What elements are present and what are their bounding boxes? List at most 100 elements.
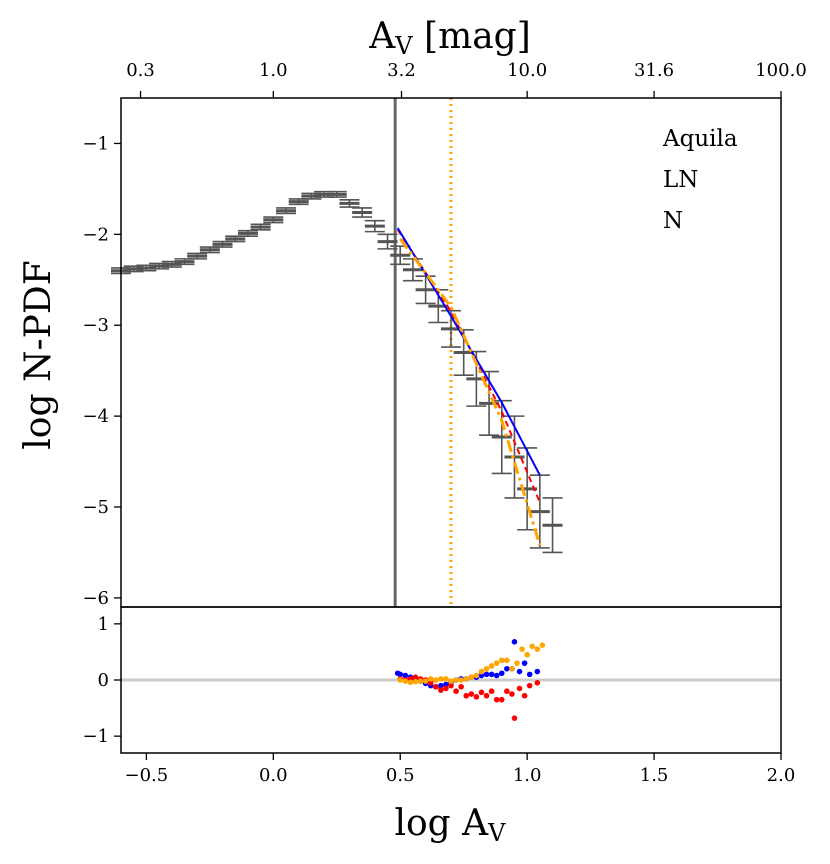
x-tick-label: 0.0 — [259, 765, 288, 786]
residual-point-orange — [514, 660, 520, 666]
residual-point-blue — [493, 672, 500, 679]
residual-point-orange — [478, 668, 485, 675]
legend-entry-ln: LN — [663, 167, 698, 193]
residual-point-orange — [498, 657, 505, 664]
y-tick-label: −1 — [82, 133, 109, 154]
pdf-point — [237, 229, 258, 237]
y-tick-label: −3 — [82, 315, 109, 336]
residual-point-orange — [432, 677, 439, 683]
residual-point-blue — [438, 682, 444, 689]
top-axis-title: AV [mag] — [368, 16, 531, 60]
x-tick-label: −0.5 — [125, 765, 169, 786]
pdf-point — [225, 235, 246, 243]
top-x-tick-label: 100.0 — [755, 60, 807, 81]
legend-entry-aquila: Aquila — [662, 126, 738, 152]
residual-point-red — [463, 692, 470, 699]
top-x-tick-label: 1.0 — [259, 60, 288, 81]
residual-point-blue — [516, 668, 523, 675]
residual-point-red — [526, 682, 533, 689]
residual-point-orange — [412, 678, 419, 685]
residual-point-orange — [453, 677, 459, 683]
residual-point-orange — [443, 676, 449, 682]
residual-point-orange — [427, 676, 434, 682]
residual-point-orange — [539, 642, 546, 648]
main-plot-area: −1 −2 −3 −4 −5 −6 0.3 1.0 3.2 10.0 31.6 100.0 — [82, 60, 806, 609]
residual-point-orange — [438, 676, 444, 682]
residual-point-blue — [397, 671, 404, 678]
residual-point-blue — [402, 672, 409, 679]
residual-point-blue — [498, 670, 505, 677]
residual-point-blue — [521, 660, 528, 666]
x-tick-label: 2.0 — [767, 765, 796, 786]
residual-point-red — [458, 683, 464, 690]
residual-point-orange — [458, 677, 464, 683]
pdf-point — [402, 258, 423, 282]
residual-point-blue — [534, 668, 541, 675]
residual-point-red — [412, 674, 419, 680]
residual-point-red — [432, 683, 439, 690]
residual-point-red — [448, 682, 454, 689]
top-x-tick-label: 31.6 — [634, 60, 674, 81]
residual-point-orange — [493, 660, 500, 666]
residual-point-orange — [529, 643, 536, 650]
residual-point-red — [427, 680, 434, 686]
residual-point-orange — [488, 663, 495, 669]
x-tick-label: 1.0 — [513, 765, 542, 786]
pdf-point — [326, 190, 347, 198]
residual-point-orange — [422, 678, 429, 684]
residual-point-orange — [534, 646, 541, 652]
pdf-point — [364, 219, 385, 233]
y-tick-label: −6 — [82, 588, 109, 609]
x-tick-label: 1.5 — [640, 765, 669, 786]
fit-line-orange-fit — [399, 237, 542, 546]
residual-point-red — [468, 691, 475, 697]
x-axis-title: log AV — [394, 803, 506, 847]
y-axis-title: log N-PDF — [18, 260, 59, 449]
y-tick-label: −4 — [82, 406, 109, 427]
top-x-tick-label: 10.0 — [507, 60, 547, 81]
residual-point-red — [521, 692, 528, 699]
residual-point-red — [483, 692, 490, 699]
residual-point-orange — [417, 678, 424, 684]
residual-point-red — [534, 680, 541, 686]
residual-point-red — [478, 689, 485, 696]
residual-point-orange — [402, 678, 409, 684]
residual-point-red — [509, 691, 515, 697]
residual-point-orange — [468, 674, 475, 680]
pdf-point — [187, 252, 208, 260]
residual-point-blue — [478, 672, 485, 679]
pdf-point — [288, 198, 309, 206]
residual-point-blue — [483, 671, 490, 678]
pdf-point — [276, 207, 296, 215]
pdf-point — [263, 216, 284, 224]
residual-point-red — [498, 696, 505, 703]
pdf-point — [377, 233, 398, 250]
y-tick-label: −5 — [82, 497, 109, 518]
residual-point-orange — [473, 672, 480, 679]
y-tick-label: −2 — [82, 224, 109, 245]
pdf-point — [199, 246, 220, 254]
pdf-point — [542, 497, 563, 554]
pdf-point — [339, 199, 360, 208]
residual-point-blue — [443, 681, 449, 688]
pdf-point — [212, 240, 233, 248]
residual-point-orange — [407, 679, 414, 686]
residual-point-red — [453, 688, 459, 695]
pdf-point — [149, 262, 170, 270]
residual-point-orange — [463, 676, 470, 682]
residual-point-orange — [509, 665, 515, 672]
residual-point-blue — [504, 665, 510, 672]
residual-point-red — [504, 688, 510, 695]
residual-point-orange — [397, 677, 404, 683]
x-tick-label: 0.5 — [386, 765, 415, 786]
residual-point-blue — [526, 671, 533, 678]
pdf-point — [352, 207, 373, 218]
legend-entry-n: N — [663, 208, 683, 234]
residual-point-orange — [448, 678, 454, 684]
residual-point-red — [493, 696, 500, 703]
residual-point-orange — [483, 665, 490, 672]
resid-y-tick-label: 0 — [98, 670, 109, 691]
residual-point-orange — [524, 651, 530, 658]
resid-y-tick-label: −1 — [82, 726, 109, 747]
